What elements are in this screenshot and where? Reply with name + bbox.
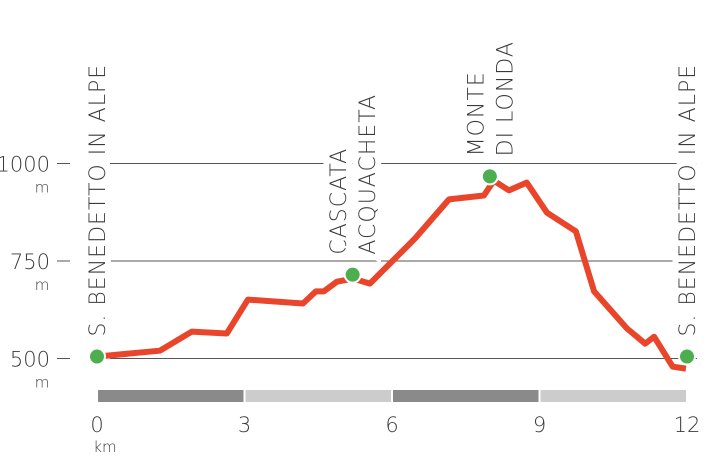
waypoint-dot: [88, 347, 106, 366]
waypoint-dot: [480, 167, 499, 186]
scale-segment: [392, 390, 540, 402]
scale-segment: [97, 390, 245, 402]
waypoint-label: S. BENEDETTO IN ALPE: [676, 64, 701, 337]
elevation-line: [96, 177, 687, 372]
x-tick-label: 12: [674, 413, 701, 437]
waypoint-dot: [678, 347, 696, 366]
y-tick-label: 750: [10, 250, 50, 274]
scale-segment: [244, 390, 392, 402]
x-tick-label: 6: [385, 413, 398, 437]
waypoint-label: CASCATA: [327, 148, 352, 255]
x-unit: km: [93, 438, 116, 455]
x-tick-label: 0: [90, 413, 103, 437]
y-unit: m: [35, 374, 50, 392]
waypoint-label: S. BENEDETTO IN ALPE: [86, 64, 111, 337]
y-tick-label: 500: [10, 348, 50, 372]
y-unit: m: [35, 276, 50, 294]
waypoint-label: ACQUACHETA: [356, 94, 381, 255]
scale-segment: [539, 390, 687, 402]
waypoint-label: DI LONDA: [493, 41, 518, 156]
waypoint-dot: [343, 265, 362, 284]
waypoint-label: MONTE: [464, 71, 489, 156]
x-tick-label: 3: [238, 413, 251, 437]
y-tick-label: 1000: [0, 153, 50, 177]
x-tick-label: 9: [533, 413, 546, 437]
y-unit: m: [35, 179, 50, 197]
